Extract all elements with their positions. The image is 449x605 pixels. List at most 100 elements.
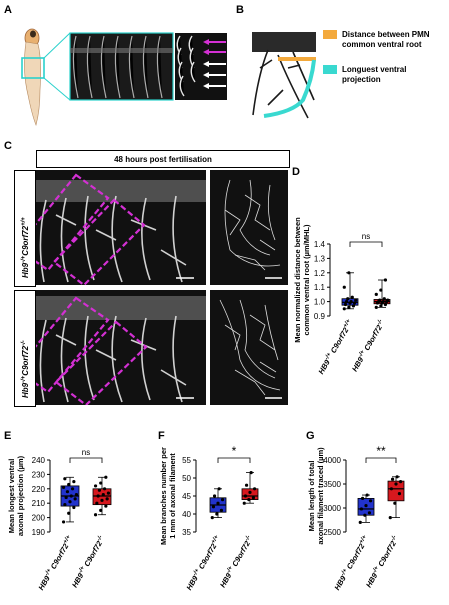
panel-c-header: 48 hours post fertilisation [36,150,290,168]
y-tick-label: 4000 [323,456,341,465]
box-series-1 [341,271,359,311]
significance-bracket [349,241,383,247]
data-point [378,298,382,302]
legend-swatch-cyan [323,65,337,74]
zoom-region-box [21,57,45,79]
data-point [211,505,216,509]
data-point [220,498,225,502]
data-point [342,307,346,311]
legend-swatch-orange [323,30,337,39]
data-point [106,491,111,495]
box-series-2 [92,475,112,517]
data-point [67,511,71,515]
zebrafish-larva-illustration [21,28,227,126]
data-point [99,481,103,485]
data-point [388,516,392,520]
x-tick-label: HB9-/+ C9orf72+/+ [36,534,74,592]
box-series-1 [60,476,80,524]
x-tick-label: HB9-/+ C9orf72-/- [218,535,255,590]
panel-a [0,0,230,130]
data-point [219,508,224,512]
data-point [395,475,399,479]
data-point [69,494,73,498]
significance-label: ** [376,444,386,458]
data-point [65,490,70,494]
y-tick-label: 2500 [323,528,341,537]
y-tick-label: 35 [182,528,191,537]
data-point [64,495,68,500]
data-point [364,504,368,508]
data-point [68,500,72,504]
panel-letter-e: E [4,430,12,442]
significance-label: * [232,444,237,458]
y-tick-label: 220 [32,485,46,494]
box [92,488,112,506]
y-tick-label: 0.9 [314,312,326,321]
x-tick-label: HB9-/+ C9orf72-/- [70,535,107,590]
data-point [381,300,385,304]
y-tick-label: 1.3 [314,254,326,263]
data-point [73,497,77,501]
y-tick-label: 55 [182,456,191,465]
data-point [101,492,105,497]
data-point [72,505,76,510]
chart-e-svg: 190 200 210 220 230 240 Mean longest ventralax… [7,448,112,592]
data-point [379,304,383,308]
data-point [104,475,108,479]
data-point [247,498,251,502]
data-point [63,503,67,507]
data-point [248,490,252,494]
data-point [368,499,373,503]
data-point [359,507,364,511]
y-tick-label: 45 [182,492,191,501]
data-point [342,285,346,289]
arrows-markers [203,39,226,89]
data-point [67,482,71,487]
data-point [393,501,397,505]
panel-c: 48 hours post fertilisation Hb9-/+C9orf7… [14,150,290,450]
row-labels: Hb9-/+C9orf72+/+ Hb9-/+C9orf72-/- [21,217,30,398]
box-series-2 [373,278,391,309]
data-point [105,497,109,501]
chart-d: 0.9 1.0 1.1 1.2 1.3 1.4 Mean normalized distan… [292,176,447,396]
data-point [394,482,398,486]
y-tick-label: 200 [32,514,46,523]
box-series-2 [387,475,405,520]
significance-bracket [217,457,251,463]
data-point [397,492,402,496]
panel-letter-a: A [4,4,12,16]
neuron-measure-illustration: Distance between PMN common ventral root … [248,20,430,120]
data-point [244,483,249,487]
y-tick-label: 1.0 [314,298,326,307]
data-point [102,487,107,491]
significance-label: ns [362,232,370,241]
box-series-1 [209,487,227,520]
significance-label: ns [82,448,90,457]
data-point [74,492,79,497]
y-tick-label: 240 [32,456,46,465]
data-point [252,487,257,491]
image-wt-trace [210,170,288,285]
panel-letter-c: C [4,140,12,152]
data-point [382,297,386,301]
data-point [347,305,351,309]
legend-label-longest: Longuest ventral projection [342,65,406,84]
y-tick-label: 50 [182,474,191,483]
data-point [104,504,108,508]
data-point [242,501,246,505]
y-axis-label: Mean longest ventralaxonal projection (µ… [7,455,25,536]
data-point [374,305,378,309]
data-point [70,487,75,491]
x-tick-label: HB9-/+ C9orf72-/- [364,535,401,590]
data-point [383,302,388,307]
row-label-ko: Hb9-/+C9orf72-/- [21,340,30,398]
data-point [367,511,372,515]
chart-e: 190 200 210 220 230 240 Mean longest ventralax… [4,440,154,605]
data-point [351,304,356,308]
y-axis-label: Mean normalized distance betweencommon v… [293,217,311,343]
y-tick-label: 3500 [323,480,341,489]
data-point [95,501,99,505]
chart-f-svg: 35 40 45 50 55 Mean branches number per1 mm o… [159,444,259,592]
